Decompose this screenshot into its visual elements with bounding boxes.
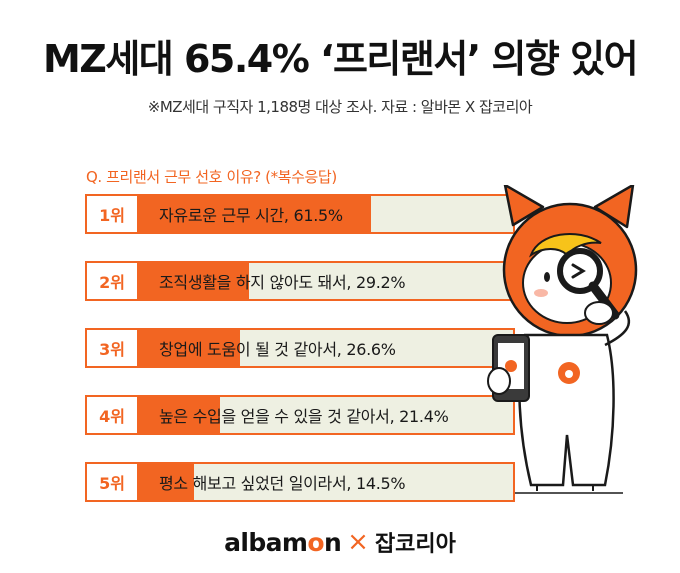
bar-row: 1위 자유로운 근무 시간, 61.5% (85, 194, 515, 234)
rank-label: 4위 (87, 397, 139, 433)
survey-source-note: ※MZ세대 구직자 1,188명 대상 조사. 자료 : 알바몬 X 잡코리아 (147, 98, 533, 116)
bar-label: 높은 수입을 얻을 수 있을 것 같아서, 21.4% (159, 407, 449, 426)
bar-row: 4위 높은 수입을 얻을 수 있을 것 같아서, 21.4% (85, 395, 515, 435)
bar-row: 2위 조직생활을 하지 않아도 돼서, 29.2% (85, 261, 515, 301)
footer-logos: albamon × 잡코리아 (0, 526, 680, 558)
jobkorea-logo: 잡코리아 (374, 532, 456, 557)
collaboration-separator: × (347, 527, 369, 557)
page-title: MZ세대 65.4% ‘프리랜서’ 의향 있어 (42, 37, 639, 81)
mascot-illustration (487, 185, 638, 494)
bar-row: 5위 평소 해보고 싶었던 일이라서, 14.5% (85, 462, 515, 502)
rank-label: 5위 (87, 464, 139, 500)
chart-question: Q. 프리랜서 근무 선호 이유? (*복수응답) (86, 168, 337, 186)
bar-label: 창업에 도움이 될 것 같아서, 26.6% (159, 340, 396, 359)
bar-label: 평소 해보고 싶었던 일이라서, 14.5% (159, 474, 406, 493)
rank-label: 2위 (87, 263, 139, 299)
bar-row: 3위 창업에 도움이 될 것 같아서, 26.6% (85, 328, 515, 368)
bar-label: 조직생활을 하지 않아도 돼서, 29.2% (159, 273, 406, 292)
bar-label: 자유로운 근무 시간, 61.5% (159, 206, 343, 225)
albamon-logo: albamon (224, 527, 342, 557)
rank-label: 1위 (87, 196, 139, 232)
rank-label: 3위 (87, 330, 139, 366)
